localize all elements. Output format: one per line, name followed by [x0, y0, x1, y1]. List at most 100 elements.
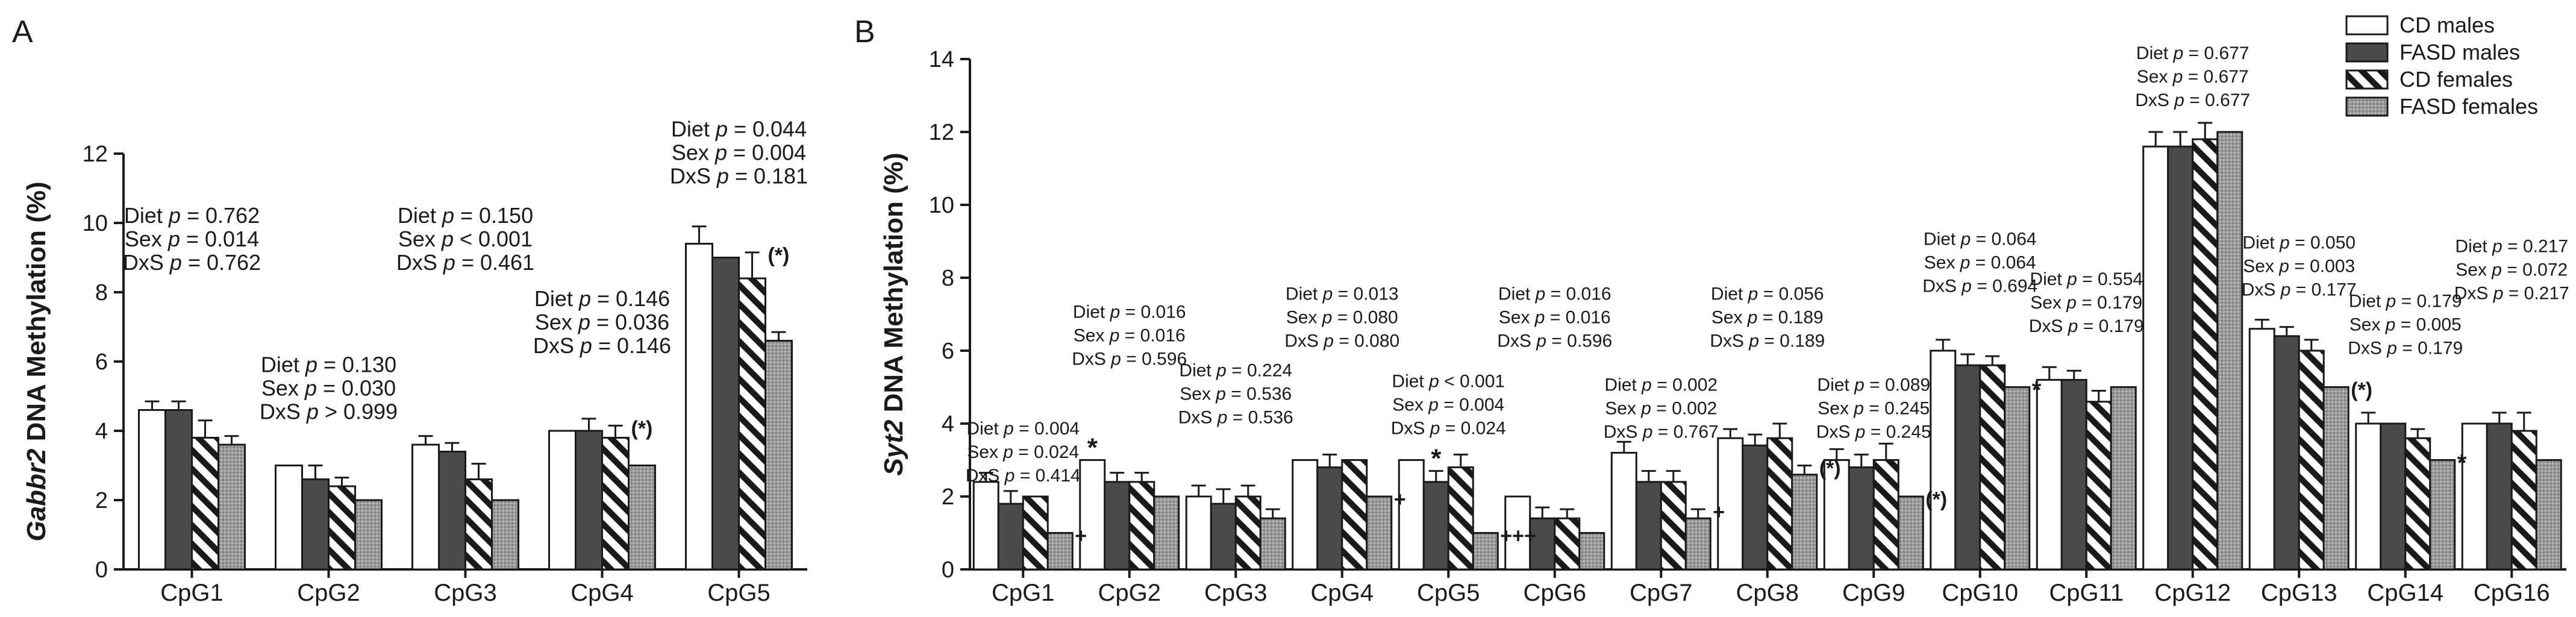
bar-b-cpg2-cd-females [1128, 481, 1155, 571]
stats-line-b-14-0: Diet p = 0.217 [2455, 237, 2568, 257]
bar-a-cpg1-fasd-females [217, 443, 246, 571]
stats-line-b-12-0: Diet p = 0.050 [2242, 233, 2356, 253]
bar-b-cpg8-fasd-males [1742, 444, 1769, 571]
stats-line-b-11-1: Sex p = 0.677 [2137, 67, 2249, 87]
stats-line-b-10-0: Diet p = 0.554 [2030, 269, 2143, 289]
x-tick-label-b-cpg13: CpG13 [2261, 580, 2337, 606]
bar-b-cpg11-cd-males [2036, 378, 2063, 571]
stats-line-a-1-0: Diet p = 0.130 [261, 352, 396, 377]
bar-b-cpg4-fasd-males [1316, 466, 1343, 571]
y-axis-gene-b: Syt2 [879, 419, 908, 475]
stats-line-b-7-2: DxS p = 0.189 [1710, 331, 1825, 351]
y-tick-label-a-4: 4 [95, 419, 108, 444]
bar-a-cpg1-cd-males [138, 409, 166, 571]
significance-mark-b-9: (*) [2351, 379, 2372, 402]
stats-line-b-2-1: Sex p = 0.536 [1180, 384, 1292, 404]
bar-b-cpg13-cd-males [2248, 328, 2275, 571]
bar-b-cpg5-cd-females [1447, 466, 1474, 571]
x-tick-label-a-cpg4: CpG4 [571, 580, 634, 606]
bar-b-cpg2-fasd-females [1153, 495, 1180, 571]
bar-a-cpg3-cd-females [464, 478, 493, 571]
stats-line-b-10-2: DxS p = 0.179 [2029, 316, 2144, 336]
stats-line-a-2-0: Diet p = 0.150 [398, 203, 533, 228]
legend: CD males FASD males CD females FASD fema… [2345, 13, 2538, 119]
stats-line-b-9-1: Sex p = 0.064 [1924, 253, 2036, 273]
significance-mark-b-8: * [2032, 377, 2042, 404]
panel-label-b: B [854, 14, 875, 49]
y-tick-label-a-8: 8 [95, 280, 108, 305]
x-tick-label-b-cpg4: CpG4 [1311, 580, 1374, 606]
x-tick-label-b-cpg16: CpG16 [2474, 580, 2550, 606]
stats-line-b-8-0: Diet p = 0.089 [1817, 375, 1930, 395]
y-tick-label-a-12: 12 [83, 142, 108, 167]
x-tick-label-a-cpg3: CpG3 [434, 580, 497, 606]
bar-b-cpg12-cd-females [2192, 138, 2219, 571]
stats-line-b-3-0: Diet p = 0.013 [1286, 284, 1399, 304]
stats-line-b-11-2: DxS p = 0.677 [2135, 90, 2250, 110]
stats-annotation-b-cpg3: Diet p = 0.224 Sex p = 0.536 DxS p = 0.536 [1178, 360, 1293, 427]
legend-swatch-cd-males [2345, 15, 2389, 36]
x-tick-label-b-cpg12: CpG12 [2154, 580, 2231, 606]
stats-line-b-0-1: Sex p = 0.024 [967, 442, 1079, 462]
stats-annotation-b-cpg16: Diet p = 0.217 Sex p = 0.072 DxS p = 0.217 [2454, 237, 2569, 304]
bar-b-cpg7-cd-females [1660, 481, 1687, 571]
bar-b-cpg9-fasd-males [1848, 466, 1875, 571]
stats-line-b-5-2: DxS p = 0.596 [1497, 331, 1612, 351]
bar-b-cpg7-fasd-females [1684, 517, 1712, 571]
stats-line-b-5-1: Sex p = 0.016 [1499, 307, 1611, 327]
legend-label-fasd-females: FASD females [2399, 94, 2538, 119]
stats-line-b-6-1: Sex p = 0.002 [1605, 399, 1717, 419]
bar-b-cpg14-fasd-males [2380, 422, 2407, 571]
y-axis-gene-a: Gabbr2 [22, 448, 51, 542]
stats-line-b-7-1: Sex p = 0.189 [1712, 307, 1824, 327]
stats-annotation-b-cpg2: Diet p = 0.016 Sex p = 0.016 DxS p = 0.596 [1072, 302, 1187, 369]
bar-b-cpg3-fasd-males [1210, 503, 1237, 571]
stats-line-b-6-0: Diet p = 0.002 [1604, 375, 1718, 395]
bar-b-cpg10-fasd-males [1954, 364, 1981, 571]
significance-mark-a-1: (*) [631, 417, 653, 440]
stats-line-b-5-0: Diet p = 0.016 [1498, 284, 1612, 304]
bar-a-cpg5-fasd-females [764, 340, 793, 571]
stats-line-b-8-1: Sex p = 0.245 [1818, 399, 1930, 419]
x-tick-label-a-cpg1: CpG1 [160, 580, 224, 606]
y-tick-label-a-10: 10 [83, 211, 108, 236]
bar-b-cpg1-fasd-males [997, 503, 1024, 571]
bar-b-cpg5-fasd-females [1472, 532, 1499, 571]
bar-a-cpg2-cd-females [328, 485, 356, 571]
x-tick-label-b-cpg3: CpG3 [1204, 580, 1268, 606]
stats-annotation-b-cpg11: Diet p = 0.554 Sex p = 0.179 DxS p = 0.179 [2029, 269, 2144, 336]
stats-annotation-b-cpg9: Diet p = 0.089 Sex p = 0.245 DxS p = 0.245 [1816, 375, 1931, 442]
bar-a-cpg1-cd-females [191, 437, 219, 571]
stats-line-b-0-0: Diet p = 0.004 [966, 419, 1080, 439]
stats-line-a-4-2: DxS p = 0.181 [670, 163, 808, 188]
bar-b-cpg14-cd-females [2404, 437, 2431, 571]
significance-mark-b-4: +++ [1500, 525, 1536, 548]
bar-b-cpg1-fasd-females [1046, 532, 1074, 571]
stats-line-b-8-2: DxS p = 0.245 [1816, 422, 1931, 442]
bar-b-cpg3-fasd-females [1259, 517, 1286, 571]
x-tick-label-a-cpg2: CpG2 [297, 580, 360, 606]
stats-line-a-4-1: Sex p = 0.004 [672, 140, 806, 164]
significance-mark-b-7: (*) [1925, 488, 1947, 511]
bar-b-cpg10-cd-males [1930, 349, 1957, 571]
stats-line-b-7-0: Diet p = 0.056 [1711, 284, 1824, 304]
significance-mark-b-0: + [1075, 525, 1087, 548]
stats-line-b-1-1: Sex p = 0.016 [1074, 326, 1186, 346]
bar-b-cpg13-fasd-males [2273, 335, 2300, 571]
stats-line-b-1-0: Diet p = 0.016 [1073, 302, 1186, 322]
stats-annotation-b-cpg5: Diet p < 0.001 Sex p = 0.004 DxS p = 0.024 [1391, 372, 1506, 439]
x-tick-label-b-cpg8: CpG8 [1736, 580, 1799, 606]
panel-label-a: A [12, 14, 33, 49]
stats-line-a-2-2: DxS p = 0.461 [396, 250, 534, 275]
y-tick-label-a-6: 6 [95, 349, 108, 375]
significance-mark-b-2: + [1394, 488, 1406, 511]
bar-b-cpg2-cd-males [1079, 459, 1106, 571]
bar-a-cpg1-fasd-males [164, 409, 193, 571]
bar-b-cpg14-fasd-females [2429, 459, 2456, 571]
bar-b-cpg11-fasd-females [2110, 386, 2137, 571]
stats-line-b-4-1: Sex p = 0.004 [1392, 395, 1504, 415]
